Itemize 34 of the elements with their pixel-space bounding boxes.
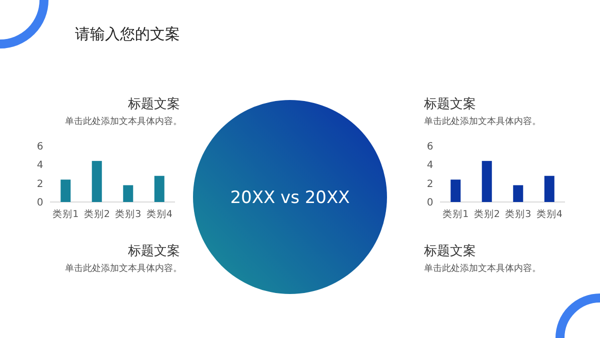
chart-subtitle: 单击此处添加文本具体内容。 [424, 116, 541, 127]
y-tick-label: 0 [426, 198, 434, 208]
x-tick-label: 类别4 [146, 208, 172, 220]
bar [482, 160, 492, 202]
bar [544, 176, 554, 202]
bar [60, 180, 71, 202]
text: 请输入您的文案 [75, 25, 180, 43]
y-tick-label: 0 [36, 198, 44, 208]
x-tick-label: 类别4 [536, 208, 562, 220]
bar [450, 180, 461, 202]
y-tick-label: 4 [426, 160, 434, 172]
chart-title: 标题文案 [127, 96, 180, 112]
y-tick-label: 2 [426, 178, 434, 190]
bar [123, 185, 134, 202]
text: 单击此处添加文本具体内容。 [65, 263, 182, 274]
x-tick-label: 类别2 [474, 208, 500, 220]
chart-subtitle: 单击此处添加文本具体内容。 [65, 116, 182, 127]
x-tick-label: 类别2 [84, 208, 110, 220]
text: 20XX vs 20XX [230, 188, 350, 208]
x-tick-label: 类别1 [442, 208, 469, 220]
bar [154, 176, 164, 202]
bar [513, 185, 524, 202]
text: 标题文案 [423, 243, 476, 259]
y-tick-label: 6 [36, 142, 44, 152]
x-tick-label: 类别1 [52, 208, 79, 220]
y-tick-label: 4 [36, 160, 44, 172]
y-tick-label: 2 [36, 178, 44, 190]
x-tick-label: 类别3 [505, 208, 532, 220]
text: 单击此处添加文本具体内容。 [424, 263, 541, 274]
bar [92, 160, 102, 202]
text: 标题文案 [127, 243, 180, 259]
chart-title: 标题文案 [423, 96, 476, 112]
y-tick-label: 6 [426, 142, 434, 152]
x-tick-label: 类别3 [115, 208, 142, 220]
